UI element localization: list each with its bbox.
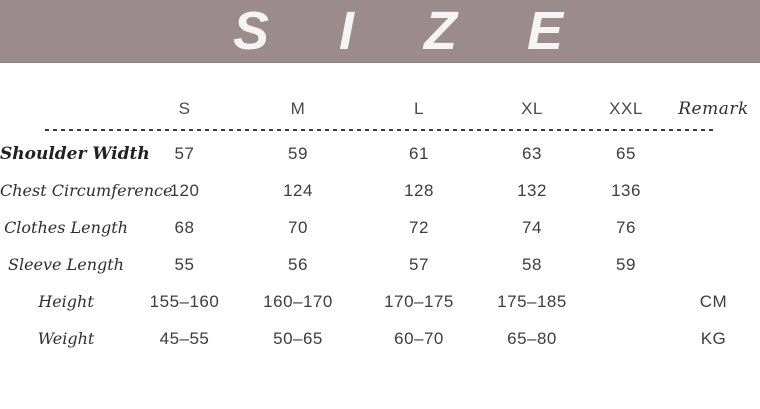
value-cell: 76 [616, 217, 636, 237]
row-label: Clothes Length [4, 218, 128, 237]
header-divider [45, 129, 717, 131]
value-cell: 59 [288, 143, 308, 163]
table-row-chest-circumference: Chest Circumference 120 124 128 132 136 [0, 172, 760, 209]
value-cell: 61 [409, 143, 429, 163]
table-row-shoulder-width: Shoulder Width 57 59 61 63 65 [0, 135, 760, 172]
value-cell: 65 [616, 143, 636, 163]
column-header-remark: Remark [678, 99, 749, 119]
table-row-weight: Weight 45–55 50–65 60–70 65–80 KG [0, 320, 760, 357]
value-cell: 120 [169, 180, 200, 200]
table-row-sleeve-length: Sleeve Length 55 56 57 58 59 [0, 246, 760, 283]
size-banner: S I Z E [0, 0, 760, 63]
value-cell: 63 [522, 143, 542, 163]
value-cell: 55 [174, 254, 195, 274]
column-header-xxl: XXL [609, 99, 643, 118]
column-header-m: M [290, 99, 306, 118]
row-label: Shoulder Width [0, 143, 150, 164]
value-cell: 58 [522, 254, 542, 274]
table-header-row: S M L XL XXL Remark [0, 63, 760, 129]
value-cell: 124 [283, 180, 313, 200]
value-cell: 136 [611, 180, 641, 200]
title-letter: I [338, 1, 354, 61]
value-cell: 170–175 [384, 291, 454, 311]
value-cell: 50–65 [273, 328, 323, 348]
value-cell: 70 [288, 217, 308, 237]
value-cell: 128 [404, 180, 434, 200]
value-cell: 59 [616, 254, 636, 274]
value-cell: 68 [174, 217, 195, 237]
column-header-blank [0, 119, 132, 129]
title-letter: Z [424, 1, 457, 61]
value-cell: 60–70 [394, 328, 444, 348]
unit-cell-kg: KG [700, 328, 727, 348]
column-header-xl: XL [521, 99, 543, 118]
row-label: Sleeve Length [8, 255, 124, 274]
value-cell: 74 [522, 217, 542, 237]
unit-cell-cm: CM [699, 291, 728, 311]
value-cell: 160–170 [263, 291, 333, 311]
page-title: S I Z E [233, 0, 563, 62]
value-cell: 175–185 [497, 291, 567, 311]
value-cell: 57 [174, 143, 195, 163]
value-cell: 56 [288, 254, 308, 274]
row-label: Chest Circumference [0, 181, 173, 200]
value-cell: 65–80 [507, 328, 557, 348]
column-header-l: L [414, 99, 424, 118]
size-table: S M L XL XXL Remark Shoulder Width 57 59… [0, 63, 760, 357]
table-row-clothes-length: Clothes Length 68 70 72 74 76 [0, 209, 760, 246]
title-letter: E [527, 1, 564, 61]
row-label: Weight [37, 329, 95, 348]
value-cell: 45–55 [159, 328, 210, 348]
row-label: Height [38, 292, 94, 311]
table-row-height: Height 155–160 160–170 170–175 175–185 C… [0, 283, 760, 320]
title-letter: S [232, 1, 269, 61]
column-header-s: S [178, 99, 191, 118]
value-cell: 57 [409, 254, 429, 274]
value-cell: 72 [409, 217, 429, 237]
value-cell: 132 [517, 180, 547, 200]
value-cell: 155–160 [149, 291, 220, 311]
